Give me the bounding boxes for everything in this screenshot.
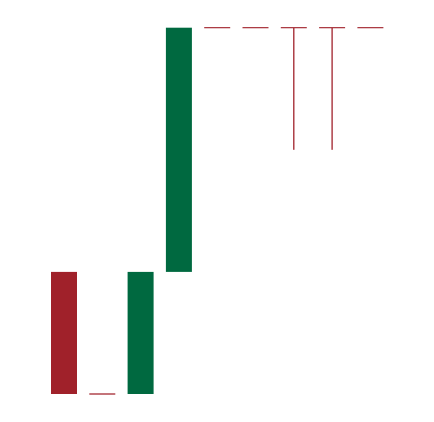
candle-3-body: [165, 27, 192, 272]
candle-0: [51, 271, 77, 394]
candle-2-body: [127, 271, 154, 394]
candle-7: [319, 27, 346, 150]
candle-0-body: [51, 271, 77, 394]
candle-2: [127, 271, 154, 394]
candle-6: [280, 27, 307, 150]
candle-3: [165, 27, 192, 272]
